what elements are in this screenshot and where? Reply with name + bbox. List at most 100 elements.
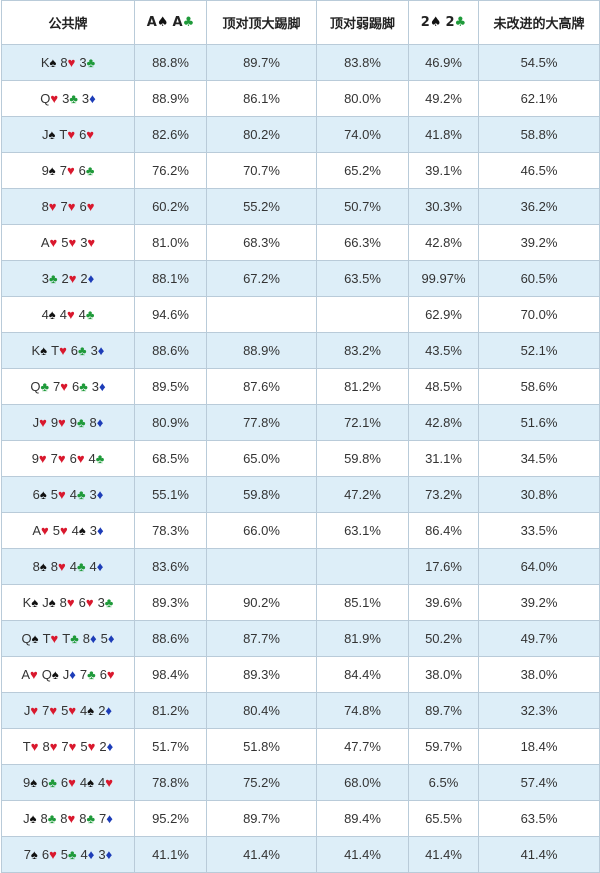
heart-suit-icon: ♥ [49,739,58,754]
spade-suit-icon: ♠ [39,487,47,502]
equity-cell: 51.7% [134,728,207,765]
playing-card: K♠ [32,343,48,358]
table-row: J♠ T♥ 6♥ 82.6% 80.2% 74.0% 41.8% 58.8% [1,116,600,153]
equity-cell: 75.2% [206,764,317,801]
spade-suit-icon: ♠ [29,811,37,826]
playing-card: A♣ [173,15,195,30]
playing-card: 7♠ [24,847,38,862]
equity-cell: 39.6% [408,584,479,621]
heart-suit-icon: ♥ [86,199,95,214]
playing-card: 8♦ [90,415,104,430]
playing-card: 3♣ [98,595,114,610]
equity-cell: 51.6% [478,404,600,441]
playing-card: 4♠ [72,523,86,538]
heart-suit-icon: ♥ [50,91,59,106]
playing-card: 3♣ [62,91,78,106]
equity-cell: 88.6% [134,332,207,369]
playing-card: J♦ [63,667,76,682]
card-rank: 9 [41,163,49,178]
card-rank: Q [40,91,51,106]
equity-cell: 59.8% [316,440,409,477]
table-row: 3♣ 2♥ 2♦ 88.1% 67.2% 63.5% 99.97% 60.5% [1,260,600,297]
club-suit-icon: ♣ [40,379,50,394]
equity-cell: 6.5% [408,764,479,801]
equity-cell: 70.0% [478,296,600,333]
club-suit-icon: ♣ [95,451,105,466]
card-rank: 2 [420,15,430,30]
spade-suit-icon: ♠ [48,595,56,610]
playing-card: 9♠ [42,163,56,178]
card-rank: Q [30,379,41,394]
equity-cell: 60.5% [478,260,600,297]
header-row: 公共牌 A♠ A♣ 顶对顶大踢脚 顶对弱踢脚 2♠ 2♣ 未改进的大高牌 [1,0,600,45]
club-suit-icon: ♣ [104,595,114,610]
playing-card: 3♦ [89,487,103,502]
equity-cell: 38.0% [478,656,600,693]
equity-cell: 41.1% [134,836,207,873]
equity-cell: 54.5% [478,44,600,81]
board-cell: K♠ 8♥ 3♣ [1,44,135,81]
equity-cell: 77.8% [206,404,317,441]
heart-suit-icon: ♥ [30,667,38,682]
equity-cell: 68.3% [206,224,317,261]
equity-cell: 83.2% [316,332,409,369]
card-rank: J [23,811,30,826]
playing-card: 7♥ [61,739,76,754]
equity-cell: 30.3% [408,188,479,225]
playing-card: J♥ [33,415,47,430]
card-rank: T [59,127,68,142]
equity-cell: 78.8% [134,764,207,801]
playing-card: 7♦ [99,811,113,826]
club-suit-icon: ♣ [454,15,467,30]
equity-cell [206,548,317,585]
diamond-suit-icon: ♦ [97,523,104,538]
heart-suit-icon: ♥ [58,559,66,574]
heart-suit-icon: ♥ [86,127,95,142]
card-rank: 3 [89,487,97,502]
card-rank: 8 [60,811,68,826]
playing-card: 2♦ [80,271,94,286]
equity-cell: 65.2% [316,152,409,189]
playing-card: 4♠ [42,307,56,322]
card-rank: 8 [41,199,49,214]
diamond-suit-icon: ♦ [107,631,115,646]
playing-card: Q♠ [42,667,59,682]
club-suit-icon: ♣ [47,811,57,826]
card-rank: 7 [50,451,58,466]
heart-suit-icon: ♥ [105,775,113,790]
playing-card: 4♠ [80,775,94,790]
equity-cell: 33.5% [478,512,600,549]
card-rank: 8 [42,739,50,754]
equity-cell: 59.7% [408,728,479,765]
table-row: 6♠ 5♥ 4♣ 3♦ 55.1% 59.8% 47.2% 73.2% 30.8% [1,476,600,513]
playing-card: 5♥ [53,523,68,538]
card-rank: 8 [82,631,90,646]
equity-cell: 80.0% [316,80,409,117]
equity-cell: 68.5% [134,440,207,477]
card-rank: A [21,667,31,682]
club-suit-icon: ♣ [86,55,96,70]
equity-cell: 76.2% [134,152,207,189]
card-rank: 2 [445,15,455,30]
card-rank: 6 [79,127,87,142]
playing-card: 3♦ [91,343,105,358]
equity-cell: 51.8% [206,728,317,765]
equity-cell: 30.8% [478,476,600,513]
playing-card: 9♥ [51,415,66,430]
equity-cell: 41.4% [478,836,600,873]
playing-card: 4♥ [98,775,113,790]
equity-cell: 55.2% [206,188,317,225]
board-cell: A♥ Q♠ J♦ 7♣ 6♥ [1,656,135,693]
card-rank: 8 [79,811,87,826]
board-cell: Q♠ T♥ T♣ 8♦ 5♦ [1,620,135,657]
column-header: 未改进的大高牌 [478,0,600,45]
club-suit-icon: ♣ [86,811,95,826]
card-rank: 9 [23,775,31,790]
table-row: 8♠ 8♥ 4♣ 4♦ 83.6% 17.6% 64.0% [1,548,600,585]
card-rank: 8 [89,415,97,430]
heart-suit-icon: ♥ [66,307,75,322]
heart-suit-icon: ♥ [50,631,59,646]
playing-card: 4♣ [89,451,105,466]
heart-suit-icon: ♥ [48,199,57,214]
